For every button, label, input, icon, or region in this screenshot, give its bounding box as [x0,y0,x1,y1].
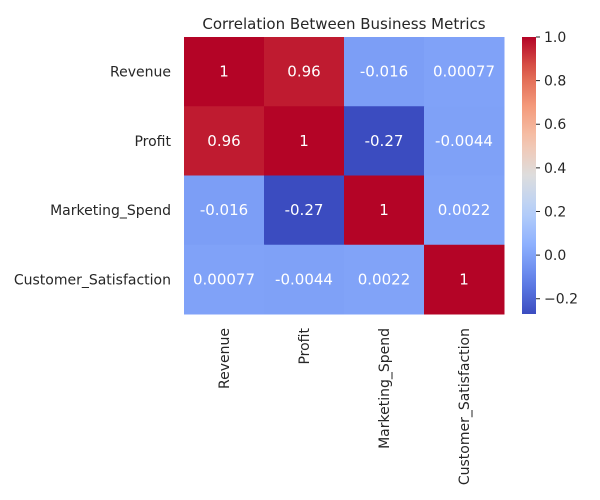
cell-annotation: 0.0022 [438,201,491,219]
chart-title: Correlation Between Business Metrics [202,15,485,33]
colorbar-tick-label: 1.0 [544,30,566,46]
cell-annotation: 0.00077 [193,270,255,288]
heatmap-cell [344,37,425,107]
heatmap-cells [184,37,505,315]
heatmap-cell [264,244,345,315]
colorbar-tick-label: 0.0 [544,248,566,264]
cell-annotation: -0.0044 [275,270,333,288]
heatmap-cell [184,175,265,246]
x-tick-labels: Revenue Profit Marketing_Spend Customer_Sat… [217,328,473,486]
heatmap-cell [424,175,505,246]
colorbar-tick-label: 0.4 [544,161,566,177]
cell-annotation: 0.0022 [358,270,411,288]
cell-annotation: 0.00077 [433,63,495,81]
cell-annotation: 1 [459,270,469,288]
colorbar: −0.2 0.0 0.2 0.4 0.6 0.8 1.0 [522,30,578,314]
y-tick-label: Profit [134,134,171,150]
cell-annotation: -0.27 [285,201,324,219]
cell-annotation: -0.0044 [435,132,493,150]
cell-annotation: -0.016 [360,63,408,81]
cell-annotation: 1 [379,201,389,219]
x-tick-label: Revenue [217,328,233,389]
cell-annotation: -0.27 [365,132,404,150]
heatmap-cell [424,244,505,315]
heatmap-cell [264,37,345,107]
cell-annotation: -0.016 [200,201,248,219]
colorbar-gradient [522,37,536,314]
x-tick-label: Marketing_Spend [377,328,393,449]
heatmap-cell [264,106,345,176]
heatmap-cell [344,175,425,246]
colorbar-tick-label: 0.2 [544,204,566,220]
x-tick-label: Customer_Satisfaction [457,328,473,485]
colorbar-tick-label: 0.8 [544,74,566,90]
cell-annotation: 1 [219,63,229,81]
y-tick-labels: Revenue Profit Marketing_Spend Customer_Sat… [14,65,172,289]
x-tick-label: Profit [297,328,313,365]
heatmap-cell [424,106,505,176]
colorbar-tick-label: 0.6 [544,117,566,133]
heatmap-cell [344,106,425,176]
colorbar-tick-label: −0.2 [544,292,578,308]
heatmap-cell [264,175,345,246]
cell-annotation: 0.96 [207,132,240,150]
heatmap-cell [184,37,265,107]
heatmap-cell [424,37,505,107]
y-tick-label: Revenue [110,65,171,81]
heatmap-annotations: 1 0.96 -0.016 0.00077 0.96 1 -0.27 -0.0044 -0.01… [193,63,495,289]
heatmap-cell [344,244,425,315]
cell-annotation: 0.96 [287,63,320,81]
y-tick-label: Customer_Satisfaction [14,272,171,288]
heatmap-cell [184,244,265,315]
heatmap-cell [184,106,265,176]
y-tick-label: Marketing_Spend [50,203,171,219]
cell-annotation: 1 [299,132,309,150]
